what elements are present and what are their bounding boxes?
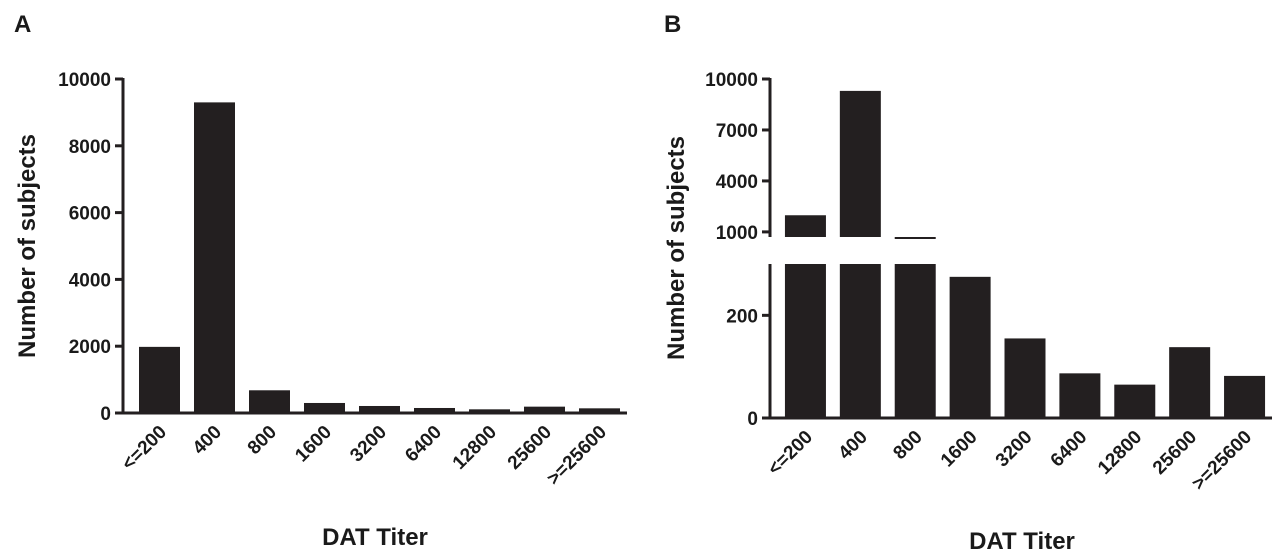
x-tick-label-b: 6400 xyxy=(1047,427,1092,472)
bar-b-3 xyxy=(949,276,991,418)
bar-b-upper-2 xyxy=(894,237,936,239)
panel-letter-a: A xyxy=(14,11,31,38)
bar-b-upper-0 xyxy=(784,215,826,237)
panel-letter-b: B xyxy=(664,11,681,38)
y-tick-label-lower-b: 200 xyxy=(726,306,758,327)
bar-b-4 xyxy=(1004,338,1046,418)
y-tick-label-upper-b: 1000 xyxy=(716,223,758,244)
x-axis-title-b: DAT Titer xyxy=(969,528,1075,555)
bar-b-8 xyxy=(1224,375,1266,418)
x-tick-label-a: 6400 xyxy=(401,422,446,467)
bar-b-lower-0 xyxy=(784,264,826,418)
bar-a-2 xyxy=(249,390,290,413)
y-tick-label-a: 8000 xyxy=(69,137,111,158)
x-tick-label-b: 12800 xyxy=(1094,427,1146,479)
x-tick-label-b: <=200 xyxy=(764,427,817,480)
bar-a-0 xyxy=(139,346,180,413)
x-tick-label-b: 25600 xyxy=(1149,427,1201,479)
bar-b-lower-2 xyxy=(894,264,936,418)
x-tick-label-b: 1600 xyxy=(937,427,982,472)
y-tick-label-upper-b: 4000 xyxy=(716,172,758,193)
y-tick-label-a: 0 xyxy=(100,404,111,425)
bar-a-8 xyxy=(579,408,620,413)
x-tick-label-a: 400 xyxy=(189,422,226,459)
bar-a-6 xyxy=(469,409,510,413)
bar-a-7 xyxy=(524,406,565,413)
bar-b-6 xyxy=(1114,384,1156,418)
bar-b-7 xyxy=(1169,347,1211,418)
y-axis-title-b: Number of subjects xyxy=(663,136,690,360)
x-tick-label-b: 400 xyxy=(835,427,872,464)
bar-b-lower-1 xyxy=(839,264,881,418)
x-tick-label-b: >=25600 xyxy=(1188,427,1256,495)
x-tick-label-a: 25600 xyxy=(504,422,556,474)
y-tick-label-upper-b: 10000 xyxy=(705,70,758,91)
bar-a-5 xyxy=(414,407,455,413)
y-tick-label-upper-b: 7000 xyxy=(716,121,758,142)
x-tick-label-a: 12800 xyxy=(449,422,501,474)
bar-a-4 xyxy=(359,405,400,413)
x-tick-label-a: 800 xyxy=(244,422,281,459)
x-tick-label-b: 3200 xyxy=(992,427,1037,472)
x-axis-title-a: DAT Titer xyxy=(322,524,428,551)
y-axis-title-a: Number of subjects xyxy=(14,134,41,358)
x-tick-label-b: 800 xyxy=(889,427,926,464)
chart-panel-b: 1000 4000 7000 10000 0 200 <=200 400 800 1600 3200… xyxy=(663,70,1272,555)
y-tick-label-a: 6000 xyxy=(69,204,111,225)
x-tick-label-a: 3200 xyxy=(346,422,391,467)
y-tick-label-lower-b: 0 xyxy=(747,409,758,430)
x-tick-label-a: >=25600 xyxy=(543,422,611,490)
bar-a-1 xyxy=(194,102,235,413)
x-tick-label-a: <=200 xyxy=(118,422,171,475)
chart-panel-a: 0 2000 4000 6000 8000 10000 <=200 400 800 1600 320… xyxy=(14,70,627,551)
bar-b-upper-1 xyxy=(839,90,881,237)
y-tick-label-a: 2000 xyxy=(69,337,111,358)
x-tick-label-a: 1600 xyxy=(291,422,336,467)
y-tick-label-a: 10000 xyxy=(58,70,111,91)
y-tick-label-a: 4000 xyxy=(69,270,111,291)
bar-a-3 xyxy=(304,402,345,413)
bar-b-5 xyxy=(1059,373,1101,418)
